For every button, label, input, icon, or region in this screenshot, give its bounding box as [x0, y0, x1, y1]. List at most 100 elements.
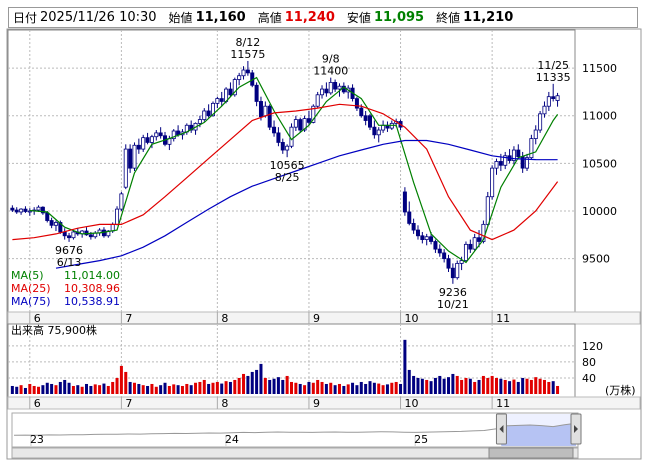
candle-body	[529, 138, 534, 159]
field-label: 日付	[13, 11, 38, 25]
volume-bar	[102, 383, 106, 394]
volume-bar	[124, 371, 128, 394]
candle-body	[241, 69, 246, 77]
volume-bar	[346, 384, 350, 394]
volume-bar	[320, 381, 324, 394]
volume-bar	[215, 381, 219, 394]
candle-body	[19, 208, 24, 213]
volume-bar	[316, 379, 320, 394]
volume-bar	[403, 339, 407, 394]
candle-body	[472, 237, 477, 250]
candle-body	[337, 85, 342, 90]
x-tick-label: 7	[125, 312, 132, 325]
volume-bar	[290, 381, 293, 394]
annotation-date: 9/8	[322, 53, 340, 66]
candle-body	[306, 118, 311, 123]
y-tick-label: 11500	[582, 62, 617, 75]
volume-bar	[85, 383, 89, 394]
candle-body	[442, 252, 447, 260]
volume-bar	[159, 385, 163, 394]
x-tick-label: 8	[221, 397, 228, 410]
volume-bar	[442, 378, 446, 394]
handle-arrow[interactable]	[574, 425, 578, 433]
month-strip	[7, 396, 641, 410]
volume-bar	[447, 377, 451, 394]
candle-body	[272, 126, 277, 134]
volume-bar	[272, 378, 276, 394]
field-value: 11,160	[195, 10, 246, 25]
volume-bar	[89, 385, 93, 394]
volume-bar	[132, 382, 136, 394]
volume-bar	[481, 375, 485, 394]
volume-bar	[80, 386, 84, 394]
annotation-value: 9676	[55, 244, 83, 257]
volume-bar	[468, 378, 472, 394]
candle-body	[494, 161, 499, 169]
x-tick-label: 9	[313, 397, 320, 410]
volume-bar	[416, 377, 420, 394]
annotation-value: 11335	[536, 71, 571, 84]
candle-body	[450, 267, 455, 279]
candle-body	[546, 96, 551, 107]
volume-bar	[263, 377, 267, 394]
candle-body	[145, 137, 150, 143]
volume-bar	[490, 375, 494, 394]
volume-bar	[542, 379, 546, 394]
candle-body	[333, 81, 338, 90]
volume-plot	[8, 325, 575, 397]
candle-body	[555, 95, 560, 101]
volume-bar	[45, 382, 49, 394]
volume-bar	[324, 383, 328, 394]
scroll-thumb[interactable]	[488, 447, 574, 459]
candle-body	[433, 241, 438, 250]
x-tick-label: 8	[221, 312, 228, 325]
x-tick-label: 9	[313, 312, 320, 325]
volume-bar	[512, 379, 516, 394]
candle-body	[45, 212, 50, 221]
candle-body	[459, 260, 464, 264]
candle-body	[498, 161, 503, 166]
volume-bar	[41, 385, 45, 394]
field-label: 始値	[168, 11, 193, 25]
volume-bar	[368, 381, 372, 394]
candle-body	[429, 236, 434, 242]
volume-bar	[337, 383, 341, 394]
candle-body	[324, 88, 329, 94]
volume-bar	[32, 385, 36, 394]
scroll-track[interactable]	[11, 447, 579, 459]
volume-bar	[355, 385, 359, 394]
volume-bar	[198, 381, 202, 394]
volume-bar	[28, 383, 32, 394]
volume-bar	[176, 385, 180, 394]
volume-bar	[407, 369, 411, 394]
candle-body	[302, 118, 307, 131]
candle-body	[276, 132, 281, 143]
volume-bar	[399, 383, 403, 394]
volume-bar	[516, 381, 520, 394]
legend-value: 10,538.91	[64, 295, 120, 308]
annotation-date: 8/25	[275, 171, 300, 184]
field-label: 終値	[436, 11, 461, 25]
volume-bar	[547, 381, 551, 394]
candle-body	[154, 132, 159, 138]
volume-bar	[194, 382, 198, 394]
volume-bar	[525, 378, 529, 394]
annotation-value: 11575	[230, 48, 265, 61]
volume-bar	[67, 382, 71, 394]
volume-bar	[538, 378, 542, 394]
handle-arrow[interactable]	[499, 425, 504, 433]
candle-body	[551, 96, 556, 99]
volume-bar	[298, 383, 302, 394]
field-label: 安値	[346, 11, 371, 25]
volume-bar	[381, 385, 385, 394]
x-tick-label: 25	[414, 433, 428, 446]
volume-bar	[499, 378, 503, 394]
candle-body	[490, 167, 495, 198]
volume-bar	[486, 377, 490, 394]
legend-value: 10,308.96	[64, 282, 120, 295]
candle-body	[53, 222, 58, 226]
volume-bar	[281, 379, 285, 394]
volume-bar	[137, 383, 141, 394]
annotation-date: 10/21	[437, 298, 469, 311]
candle-body	[49, 220, 54, 226]
